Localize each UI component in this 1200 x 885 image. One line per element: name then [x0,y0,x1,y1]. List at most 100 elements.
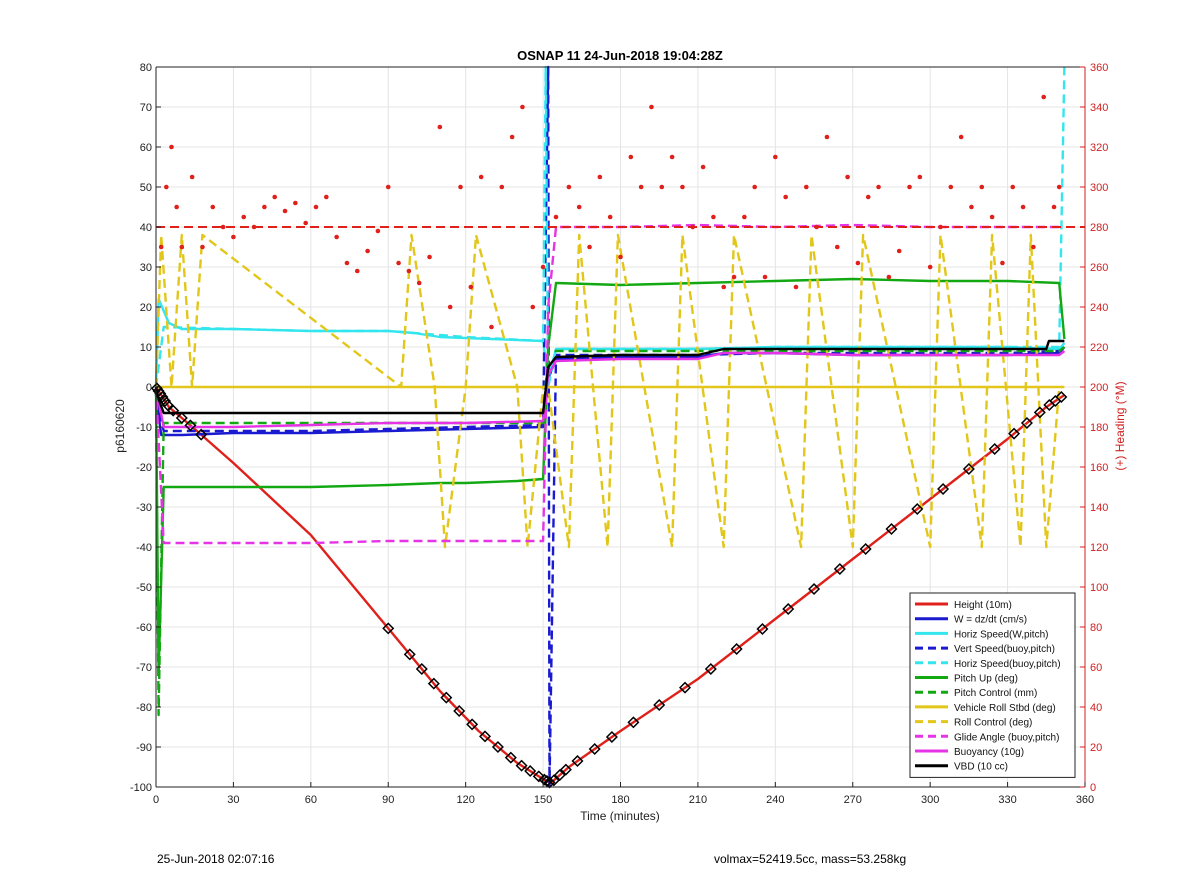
heading-point [427,254,432,260]
y-tick-label: 0 [146,382,152,394]
heading-point [169,144,174,150]
y2-tick-label: 180 [1090,422,1108,434]
legend-label: Vert Speed(buoy,pitch) [954,644,1055,655]
height-marker [440,691,453,704]
y2-tick-label: 200 [1090,382,1108,394]
x-tick-label: 210 [689,794,707,806]
legend: Height (10m) W = dz/dt (cm/s) Horiz Speed(… [909,592,1076,778]
heading-point [416,280,422,286]
heading-point [886,274,892,280]
heading-point [1051,204,1057,210]
heading-point [649,104,654,110]
heading-point [927,264,933,270]
legend-label: Pitch Up (deg) [954,674,1018,685]
heading-point [628,154,634,160]
legend-label: Vehicle Roll Stbd (deg) [954,703,1056,714]
heading-point [179,244,185,250]
y-tick-label: -70 [136,662,152,674]
x-tick-label: 60 [305,794,317,806]
heading-point [659,184,665,190]
height-marker [543,776,556,789]
heading-point [396,260,401,266]
heading-point [566,184,572,190]
series-line-7 [154,346,1066,717]
height-marker [679,681,692,694]
heading-point [210,204,216,210]
y-ticks: -100-90-80-70-60-50-40-30-20-10010203040… [130,62,161,794]
series-layer [150,65,1068,789]
heading-point [855,260,861,266]
legend-label: Buoyancy (10g) [954,747,1024,758]
y2-tick-label: 100 [1090,582,1108,594]
height-marker [491,740,504,754]
heading-point [938,224,943,230]
x-tick-label: 150 [534,794,552,806]
heading-point [896,248,902,254]
x-tick-label: 240 [766,794,784,806]
y2-tick-label: 60 [1090,662,1102,674]
height-marker [885,522,898,536]
x-tick-label: 360 [1076,794,1094,806]
heading-point [969,204,974,210]
heading-point [334,234,339,240]
y2-tick-label: 20 [1090,742,1102,754]
series-line-9 [154,233,1061,549]
x-tick-label: 300 [921,794,939,806]
height-marker [161,398,174,412]
heading-point [690,224,696,230]
height-marker [988,442,1001,456]
y2-tick-label: 0 [1090,782,1096,794]
x-ticks: 0 30 60 90 120 150 180 210 240 270 300 330 360 [153,782,1094,806]
chart-title: OSNAP 11 24-Jun-2018 19:04:28Z [517,48,723,63]
y2-tick-label: 300 [1090,182,1108,194]
heading-point [520,104,525,110]
y-tick-label: 40 [140,222,152,234]
height-marker [1055,390,1068,404]
heading-point [669,154,675,160]
y-tick-label: -60 [136,622,152,634]
x-tick-label: 270 [844,794,862,806]
height-marker [937,482,950,496]
y2-tick-label: 140 [1090,502,1108,514]
heading-point [272,194,278,200]
heading-point [375,228,381,234]
heading-point [958,134,964,140]
x-tick-label: 180 [611,794,629,806]
height-marker [195,428,208,441]
y-tick-label: 30 [140,262,152,274]
y-tick-label: -40 [136,542,152,554]
legend-label: Horiz Speed(W,pitch) [954,629,1048,640]
legend-label: Roll Control (deg) [954,718,1032,729]
heading-point [354,268,360,274]
y-tick-label: 80 [140,62,152,74]
height-marker [504,751,517,764]
heading-point [834,244,840,250]
heading-point [231,234,236,240]
height-marker [808,582,821,596]
height-marker [156,390,169,404]
x-tick-label: 30 [227,794,239,806]
height-marker [559,763,572,776]
heading-point [509,134,515,140]
x-tick-label: 330 [998,794,1016,806]
heading-point [948,184,954,190]
legend-label: W = dz/dt (cm/s) [954,615,1027,626]
y-tick-label: -10 [136,422,152,434]
footer-timestamp: 25-Jun-2018 02:07:16 [157,852,275,866]
y2-tick-label: 260 [1090,262,1108,274]
heading-point [783,194,788,200]
footer-volmax-mass: volmax=52419.5cc, mass=53.258kg [714,852,907,866]
heading-point [251,224,257,230]
height-marker [1008,427,1021,440]
height-marker [547,774,560,787]
x-tick-label: 120 [456,794,474,806]
legend-box [909,592,1076,778]
height-marker [427,677,440,690]
heading-point [917,174,923,180]
height-marker [571,754,584,768]
heading-point [721,284,727,290]
height-marker [756,622,769,636]
series-line-12 [154,339,1065,415]
heading-point [618,254,623,260]
heading-point [742,214,747,220]
